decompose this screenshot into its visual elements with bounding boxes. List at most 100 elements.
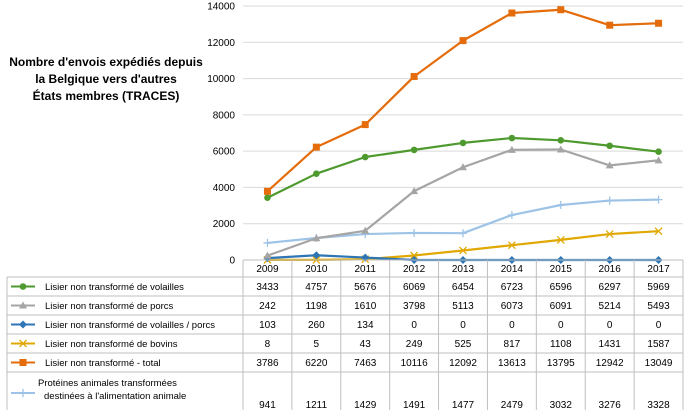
data-label: 242 bbox=[259, 301, 276, 312]
data-point-marker bbox=[19, 339, 27, 348]
data-label: 4757 bbox=[305, 282, 328, 293]
legend-label: destinées à l'alimentation animale bbox=[44, 391, 186, 402]
data-label: 3433 bbox=[256, 282, 279, 293]
data-point-marker bbox=[410, 187, 419, 195]
y-tick-label: 4000 bbox=[213, 183, 236, 194]
y-axis: 0 2000 4000 6000 8000 10000 12000 14000 bbox=[207, 2, 235, 267]
chart-title-line-3: États membres (TRACES) bbox=[32, 89, 180, 103]
data-point-marker bbox=[459, 246, 467, 255]
x-tick-label: 2013 bbox=[452, 264, 475, 275]
data-point-marker bbox=[410, 72, 418, 80]
x-tick-label: 2011 bbox=[354, 264, 376, 275]
data-point-marker bbox=[605, 161, 614, 169]
data-label: 525 bbox=[455, 339, 472, 350]
data-point-marker bbox=[654, 227, 663, 236]
data-label: 0 bbox=[656, 320, 662, 331]
data-point-marker bbox=[19, 320, 27, 329]
data-label: 0 bbox=[460, 320, 466, 331]
data-point-marker bbox=[655, 19, 663, 27]
data-label: 3328 bbox=[647, 400, 670, 410]
data-point-marker bbox=[312, 143, 320, 151]
data-label: 5969 bbox=[647, 282, 670, 293]
data-point-marker bbox=[507, 241, 516, 250]
data-label: 6073 bbox=[501, 301, 524, 312]
data-label: 0 bbox=[509, 320, 515, 331]
legend-label: Protéines animales transformées bbox=[38, 378, 177, 389]
series-1 bbox=[263, 145, 663, 259]
data-point-marker bbox=[508, 9, 516, 17]
y-tick-label: 10000 bbox=[207, 74, 235, 85]
series-5 bbox=[263, 195, 663, 247]
x-tick-label: 2010 bbox=[305, 264, 328, 275]
series-lines bbox=[263, 6, 663, 264]
data-label: 13795 bbox=[547, 358, 575, 369]
data-point-marker bbox=[507, 145, 516, 153]
data-point-marker bbox=[556, 200, 565, 209]
data-point-marker bbox=[507, 211, 516, 220]
data-point-marker bbox=[263, 187, 271, 195]
data-label: 0 bbox=[558, 320, 564, 331]
data-label: 5214 bbox=[599, 301, 622, 312]
data-label: 1108 bbox=[550, 339, 572, 350]
x-tick-label: 2009 bbox=[256, 264, 279, 275]
legend-label: Lisier non transformé de bovins bbox=[45, 339, 178, 350]
data-point-marker bbox=[361, 153, 369, 161]
data-point-marker bbox=[508, 134, 516, 142]
data-label: 249 bbox=[406, 339, 423, 350]
data-label: 3276 bbox=[599, 400, 622, 410]
y-tick-label: 14000 bbox=[207, 2, 235, 13]
data-label: 1491 bbox=[403, 400, 426, 410]
data-label: 6596 bbox=[550, 282, 573, 293]
y-tick-label: 0 bbox=[229, 256, 235, 267]
data-point-marker bbox=[605, 230, 614, 238]
legend-label: Lisier non transformé de volailles bbox=[45, 282, 184, 293]
data-label: 13049 bbox=[645, 358, 673, 369]
data-label: 12942 bbox=[596, 358, 624, 369]
chart-title-line-2: la Belgique vers d'autres bbox=[35, 72, 177, 86]
data-point-marker bbox=[410, 228, 419, 237]
data-label: 10116 bbox=[401, 358, 429, 369]
data-point-marker bbox=[557, 6, 565, 14]
data-point-marker bbox=[312, 234, 321, 242]
data-point-marker bbox=[410, 251, 419, 260]
data-label: 260 bbox=[308, 320, 325, 331]
data-label: 3786 bbox=[256, 358, 279, 369]
data-label: 103 bbox=[259, 320, 276, 331]
data-point-marker bbox=[19, 283, 27, 290]
data-label: 941 bbox=[259, 400, 276, 410]
data-label: 2479 bbox=[501, 400, 524, 410]
y-tick-label: 12000 bbox=[207, 38, 235, 49]
series-0 bbox=[264, 134, 662, 202]
y-tick-label: 2000 bbox=[213, 219, 236, 230]
data-label: 6297 bbox=[599, 282, 622, 293]
series-2 bbox=[263, 251, 663, 264]
data-point-marker bbox=[312, 251, 321, 260]
data-point-marker bbox=[459, 163, 467, 171]
data-label: 1211 bbox=[306, 400, 328, 410]
data-label: 1610 bbox=[354, 301, 377, 312]
data-label: 5113 bbox=[452, 301, 474, 312]
data-point-marker bbox=[263, 238, 272, 247]
data-point-marker bbox=[605, 196, 614, 205]
data-label: 6454 bbox=[452, 282, 475, 293]
data-label: 1429 bbox=[354, 400, 377, 410]
y-tick-label: 6000 bbox=[213, 147, 236, 158]
data-point-marker bbox=[556, 235, 565, 244]
legend-label: Lisier non transformé de volailles / por… bbox=[45, 320, 215, 331]
data-point-marker bbox=[19, 301, 27, 309]
data-table: 2009 2010 2011 2012 2013 2014 2015 2016 2017 Lisi… bbox=[6, 259, 684, 410]
data-point-marker bbox=[264, 194, 271, 202]
data-label: 7463 bbox=[354, 358, 377, 369]
data-label: 6723 bbox=[501, 282, 524, 293]
data-point-marker bbox=[263, 251, 272, 259]
data-point-marker bbox=[459, 229, 467, 238]
data-label: 5493 bbox=[647, 301, 670, 312]
data-label: 8 bbox=[265, 339, 271, 350]
legend-label: Lisier non transformé - total bbox=[45, 358, 161, 369]
x-tick-label: 2015 bbox=[550, 264, 573, 275]
chart-title-line-1: Nombre d'envois expédiés depuis bbox=[9, 55, 203, 69]
legend-label: Lisier non transformé de porcs bbox=[45, 301, 174, 312]
y-tick-label: 8000 bbox=[213, 110, 236, 121]
x-tick-label: 2012 bbox=[403, 264, 426, 275]
data-point-marker bbox=[361, 226, 370, 234]
